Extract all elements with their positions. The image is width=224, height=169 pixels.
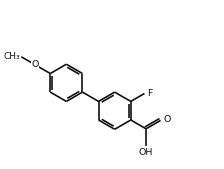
Text: CH₃: CH₃ — [3, 52, 20, 61]
Text: F: F — [147, 89, 152, 98]
Text: O: O — [31, 60, 39, 69]
Text: O: O — [164, 115, 171, 124]
Text: OH: OH — [139, 148, 153, 157]
